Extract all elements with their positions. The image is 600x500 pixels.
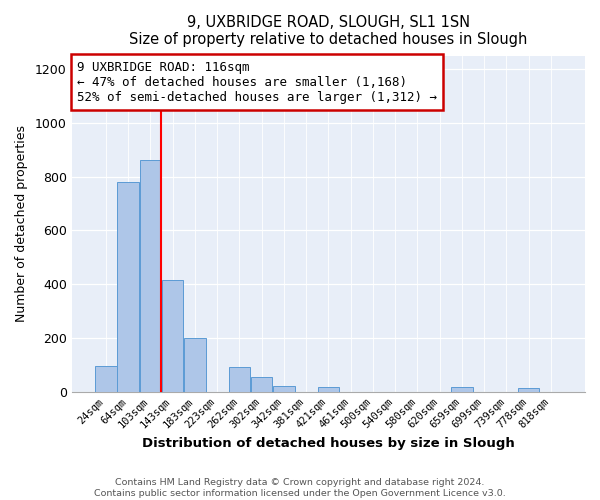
Bar xyxy=(451,387,473,392)
Bar xyxy=(140,160,161,392)
Text: Contains HM Land Registry data © Crown copyright and database right 2024.
Contai: Contains HM Land Registry data © Crown c… xyxy=(94,478,506,498)
Bar xyxy=(117,182,139,392)
Y-axis label: Number of detached properties: Number of detached properties xyxy=(15,125,28,322)
Title: 9, UXBRIDGE ROAD, SLOUGH, SL1 1SN
Size of property relative to detached houses i: 9, UXBRIDGE ROAD, SLOUGH, SL1 1SN Size o… xyxy=(129,15,527,48)
Bar xyxy=(251,377,272,392)
X-axis label: Distribution of detached houses by size in Slough: Distribution of detached houses by size … xyxy=(142,437,515,450)
Bar xyxy=(229,368,250,392)
Text: 9 UXBRIDGE ROAD: 116sqm
← 47% of detached houses are smaller (1,168)
52% of semi: 9 UXBRIDGE ROAD: 116sqm ← 47% of detache… xyxy=(77,60,437,104)
Bar xyxy=(162,280,184,392)
Bar xyxy=(184,338,206,392)
Bar xyxy=(95,366,116,392)
Bar xyxy=(518,388,539,392)
Bar xyxy=(273,386,295,392)
Bar xyxy=(317,387,339,392)
